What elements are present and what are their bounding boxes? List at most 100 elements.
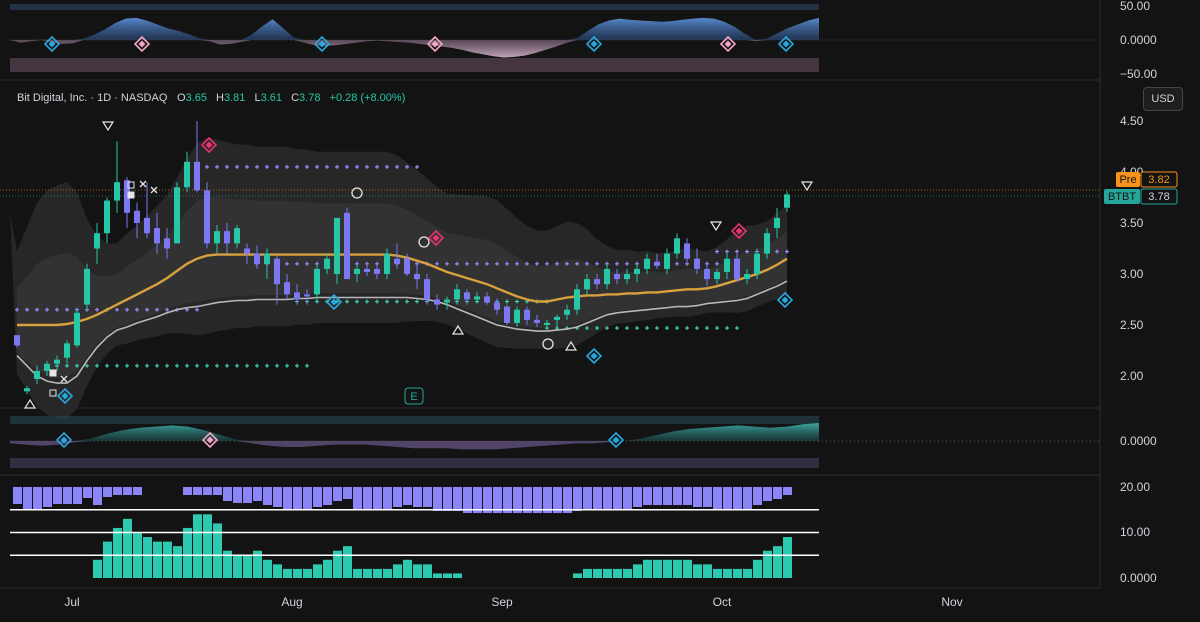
trailing-stop-dot bbox=[585, 326, 589, 331]
trailing-stop-dot bbox=[375, 261, 379, 266]
time-axis-label: Sep bbox=[491, 595, 513, 609]
trailing-stop-dot bbox=[505, 299, 509, 304]
osc-top-sell-diamond bbox=[719, 35, 737, 53]
trailing-stop-dot bbox=[305, 363, 309, 368]
candle-body bbox=[124, 180, 130, 213]
candle-body bbox=[734, 258, 740, 280]
trailing-stop-dot bbox=[255, 363, 259, 368]
candle-body bbox=[324, 258, 330, 269]
trailing-stop-dot bbox=[195, 363, 199, 368]
osc-top-buy-diamond-core bbox=[318, 40, 326, 48]
trailing-stop-dot bbox=[715, 326, 719, 331]
trailing-stop-dot bbox=[405, 299, 409, 304]
volume-osc-bar bbox=[193, 514, 202, 578]
trailing-stop-dot bbox=[95, 307, 99, 312]
volume-osc-upper-bar bbox=[253, 487, 262, 501]
osc-top-axis-label: 50.00 bbox=[1120, 0, 1150, 13]
volume-osc-bar bbox=[303, 568, 312, 578]
undefined-core bbox=[590, 352, 598, 360]
trailing-stop-dot bbox=[335, 164, 339, 169]
osc-top-sell-diamond-core bbox=[724, 40, 732, 48]
volume-osc-bar bbox=[763, 550, 772, 578]
volume-osc-bar bbox=[183, 527, 192, 578]
trailing-stop-dot bbox=[575, 261, 579, 266]
candle-body bbox=[634, 268, 640, 274]
trailing-stop-dot bbox=[175, 363, 179, 368]
osc-top-positive-area bbox=[10, 17, 819, 40]
volume-osc-bar bbox=[343, 546, 352, 578]
volume-osc-bar bbox=[273, 564, 282, 578]
trailing-stop-dot bbox=[605, 326, 609, 331]
candle-body bbox=[304, 294, 310, 297]
volume-osc-upper-bar bbox=[103, 487, 112, 497]
volume-osc-upper-bar bbox=[93, 487, 102, 505]
price-axis-label: 3.50 bbox=[1120, 216, 1144, 230]
time-axis-label: Aug bbox=[281, 595, 302, 609]
volume-osc-upper-bar bbox=[463, 487, 472, 513]
undefined-core bbox=[330, 298, 338, 306]
osc-low-sell-diamond bbox=[201, 431, 219, 449]
volume-osc-bar bbox=[773, 546, 782, 578]
osc-top-axis-label: 0.0000 bbox=[1120, 33, 1157, 47]
trailing-stop-dot bbox=[685, 326, 689, 331]
trailing-stop-dot bbox=[265, 363, 269, 368]
osc-bottom-band bbox=[10, 58, 819, 72]
trailing-stop-dot bbox=[655, 326, 659, 331]
volume-osc-bar bbox=[453, 573, 462, 578]
volume-osc-upper-bar bbox=[653, 487, 662, 505]
square-marker bbox=[49, 369, 57, 377]
volume-osc-upper-bar bbox=[353, 487, 362, 509]
trailing-stop-dot bbox=[785, 249, 789, 254]
trailing-stop-dot bbox=[275, 363, 279, 368]
trailing-stop-dot bbox=[635, 326, 639, 331]
volume-osc-upper-bar bbox=[383, 487, 392, 509]
price-axis-label: 4.00 bbox=[1120, 165, 1144, 179]
square-marker bbox=[127, 191, 135, 199]
volume-osc-upper-bar bbox=[593, 487, 602, 509]
trailing-stop-dot bbox=[415, 164, 419, 169]
trailing-stop-dot bbox=[75, 363, 79, 368]
volume-osc-upper-bar bbox=[713, 487, 722, 509]
trailing-stop-dot bbox=[155, 363, 159, 368]
sell-triangle-marker bbox=[101, 121, 115, 132]
trailing-stop-dot bbox=[385, 299, 389, 304]
volume-osc-bar bbox=[263, 559, 272, 578]
volume-osc-bar bbox=[393, 564, 402, 578]
volume-osc-upper-bar bbox=[373, 487, 382, 509]
trailing-stop-dot bbox=[305, 164, 309, 169]
volume-osc-upper-bar bbox=[443, 487, 452, 511]
candle-body bbox=[254, 253, 260, 264]
volume-osc-upper-bar bbox=[773, 487, 782, 499]
earnings-marker[interactable] bbox=[404, 387, 424, 405]
volume-osc-bar bbox=[213, 523, 222, 578]
trailing-stop-dot bbox=[615, 326, 619, 331]
volume-osc-bar bbox=[603, 568, 612, 578]
candle-body bbox=[284, 282, 290, 295]
trailing-stop-dot bbox=[365, 299, 369, 304]
trailing-stop-dot bbox=[225, 363, 229, 368]
candle-body bbox=[274, 258, 280, 285]
candle-body bbox=[514, 309, 520, 323]
volume-osc-upper-bar bbox=[613, 487, 622, 509]
volume-osc-upper-bar bbox=[473, 487, 482, 513]
trailing-stop-dot bbox=[385, 164, 389, 169]
volume-osc-bar bbox=[573, 573, 582, 578]
volume-osc-bar bbox=[383, 568, 392, 578]
volume-osc-upper-bar bbox=[223, 487, 232, 501]
volume-osc-bar bbox=[663, 559, 672, 578]
candle-body bbox=[234, 228, 240, 244]
candle-body bbox=[144, 217, 150, 234]
volume-osc-bar bbox=[643, 559, 652, 578]
undefined-core bbox=[61, 392, 69, 400]
trailing-stop-dot bbox=[85, 363, 89, 368]
trailing-stop-dot bbox=[595, 261, 599, 266]
volume-osc-upper-bar bbox=[123, 487, 132, 495]
undefined bbox=[200, 136, 218, 154]
trailing-stop-dot bbox=[95, 363, 99, 368]
trailing-stop-dot bbox=[515, 299, 519, 304]
osc-top-buy-diamond-core bbox=[590, 40, 598, 48]
volume-osc-upper-bar bbox=[303, 487, 312, 509]
trailing-stop-dot bbox=[365, 164, 369, 169]
trailing-stop-dot bbox=[185, 363, 189, 368]
currency-button[interactable]: USD bbox=[1143, 87, 1183, 111]
